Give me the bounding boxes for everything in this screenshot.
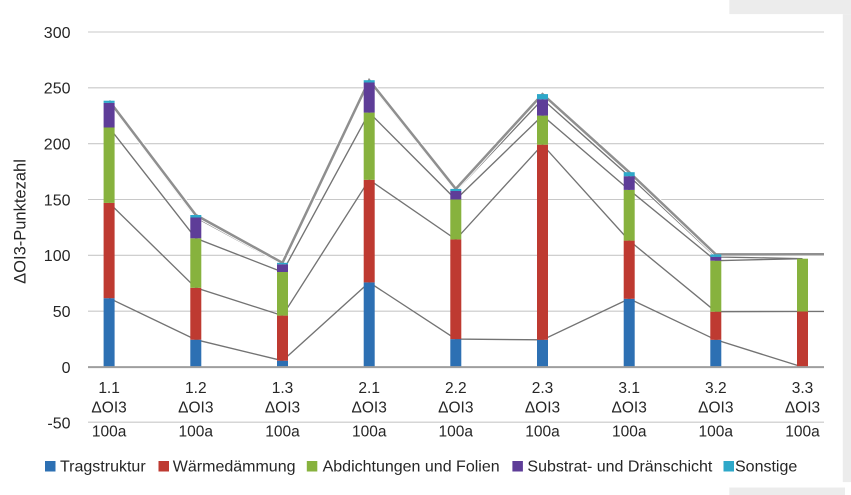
svg-text:100a: 100a (92, 424, 127, 441)
svg-text:ΔOI3: ΔOI3 (525, 400, 560, 417)
svg-text:Substrat- und Dränschicht: Substrat- und Dränschicht (527, 459, 713, 476)
svg-text:-50: -50 (47, 416, 70, 433)
svg-text:1.1: 1.1 (98, 380, 120, 397)
svg-text:100a: 100a (612, 424, 647, 441)
svg-text:Wärmedämmung: Wärmedämmung (173, 459, 296, 476)
svg-text:2.1: 2.1 (358, 380, 380, 397)
svg-text:100: 100 (44, 248, 71, 265)
svg-text:2.3: 2.3 (532, 380, 554, 397)
svg-text:ΔOI3: ΔOI3 (785, 400, 820, 417)
svg-text:300: 300 (44, 25, 71, 42)
svg-text:100a: 100a (265, 424, 300, 441)
svg-text:Abdichtungen und Folien: Abdichtungen und Folien (323, 459, 500, 476)
svg-text:ΔOI3-Punktezahl: ΔOI3-Punktezahl (12, 159, 30, 284)
svg-text:100a: 100a (699, 424, 734, 441)
svg-text:150: 150 (44, 192, 71, 209)
svg-text:ΔOI3: ΔOI3 (698, 400, 733, 417)
svg-text:0: 0 (62, 360, 71, 377)
svg-text:3.1: 3.1 (618, 380, 640, 397)
svg-text:1.3: 1.3 (272, 380, 294, 397)
svg-text:3.3: 3.3 (792, 380, 814, 397)
svg-text:Sonstige: Sonstige (735, 459, 797, 476)
svg-text:Tragstruktur: Tragstruktur (60, 459, 146, 476)
svg-text:ΔOI3: ΔOI3 (265, 400, 300, 417)
svg-text:ΔOI3: ΔOI3 (612, 400, 647, 417)
svg-text:ΔOI3: ΔOI3 (178, 400, 213, 417)
svg-text:3.2: 3.2 (705, 380, 727, 397)
svg-text:ΔOI3: ΔOI3 (91, 400, 126, 417)
svg-text:100a: 100a (785, 424, 820, 441)
svg-text:ΔOI3: ΔOI3 (352, 400, 387, 417)
svg-text:200: 200 (44, 137, 71, 154)
svg-text:2.2: 2.2 (445, 380, 467, 397)
svg-text:1.2: 1.2 (185, 380, 207, 397)
svg-text:100a: 100a (352, 424, 387, 441)
svg-text:ΔOI3: ΔOI3 (438, 400, 473, 417)
svg-text:100a: 100a (439, 424, 474, 441)
svg-text:100a: 100a (525, 424, 560, 441)
svg-text:50: 50 (53, 304, 71, 321)
svg-text:250: 250 (44, 81, 71, 98)
svg-text:100a: 100a (179, 424, 214, 441)
